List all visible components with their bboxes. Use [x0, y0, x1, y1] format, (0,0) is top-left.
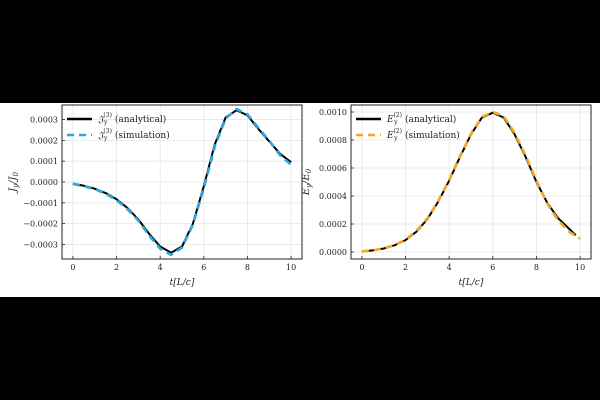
panel-2-y-tick-label: 0.0000 [319, 248, 347, 257]
figure-svg: 0 2 4 6 8 10 −0.0003 −0.0002 −0.0001 0.0000 0.0001… [8, 104, 592, 288]
panel-2-y-tick-label: 0.0006 [319, 164, 347, 173]
panel-1-x-tick-label: 8 [245, 263, 250, 272]
panel-1-x-tick-label: 4 [158, 263, 163, 272]
panel-1-y-tick-label: 0.0000 [30, 178, 58, 187]
panel-2-series-simulation-line [361, 110, 581, 253]
panel-1-x-tick-label: 0 [70, 263, 75, 272]
panel-2-x-tick-label: 10 [575, 263, 585, 272]
panel-2-x-tick-label: 8 [534, 263, 539, 272]
panel-2-legend-label-analytical: Ey(2) (analytical) [386, 112, 456, 126]
panel-1-y-tick-label: −0.0001 [23, 199, 58, 208]
chart-panel-2: 0 2 4 6 8 10 0.0000 0.0002 0.0004 0.0006 0.0008 0.0… [301, 104, 592, 288]
panel-2-frame [350, 104, 592, 260]
panel-1-y-tick-label: 0.0002 [30, 136, 58, 145]
panel-2-x-tick-label: 0 [359, 263, 364, 272]
panel-1-x-tick-label: 2 [114, 263, 119, 272]
panel-1-y-tick-label: −0.0003 [23, 240, 58, 249]
panel-1-x-tick-label: 6 [201, 263, 206, 272]
panel-1-y-tick-label: 0.0001 [30, 157, 58, 166]
panel-1-y-tick-label: 0.0003 [30, 116, 58, 125]
panel-2-x-tick-label: 6 [490, 263, 495, 272]
panel-1-x-tick-label: 10 [286, 263, 296, 272]
panel-1-legend-label-analytical: 𝔍y(3) (analytical) [97, 112, 166, 126]
figure: 0 2 4 6 8 10 −0.0003 −0.0002 −0.0001 0.0000 0.0001… [0, 103, 600, 297]
panel-2-legend-label-simulation: Ey(2) (simulation) [386, 128, 460, 142]
panel-1-legend-label-simulation: 𝔍y(3) (simulation) [97, 128, 170, 142]
panel-1-series-simulation-line [72, 107, 292, 257]
panel-2-x-label: t[L/c] [459, 278, 484, 288]
chart-panel-1: 0 2 4 6 8 10 −0.0003 −0.0002 −0.0001 0.0000 0.0001… [8, 104, 303, 288]
panel-2-y-tick-label: 0.0002 [319, 220, 347, 229]
panel-1-y-tick-label: −0.0002 [23, 220, 58, 229]
panel-2-x-tick-label: 4 [447, 263, 452, 272]
panel-2-y-label: Ey/E0 [301, 168, 313, 196]
panel-2-y-tick-label: 0.0010 [319, 108, 347, 117]
panel-1-x-label: t[L/c] [170, 278, 195, 288]
panel-1-y-label: Jy/J0 [8, 172, 20, 194]
panel-2-x-tick-label: 2 [403, 263, 408, 272]
panel-2-y-tick-label: 0.0008 [319, 136, 347, 145]
panel-2-y-tick-label: 0.0004 [319, 192, 347, 201]
